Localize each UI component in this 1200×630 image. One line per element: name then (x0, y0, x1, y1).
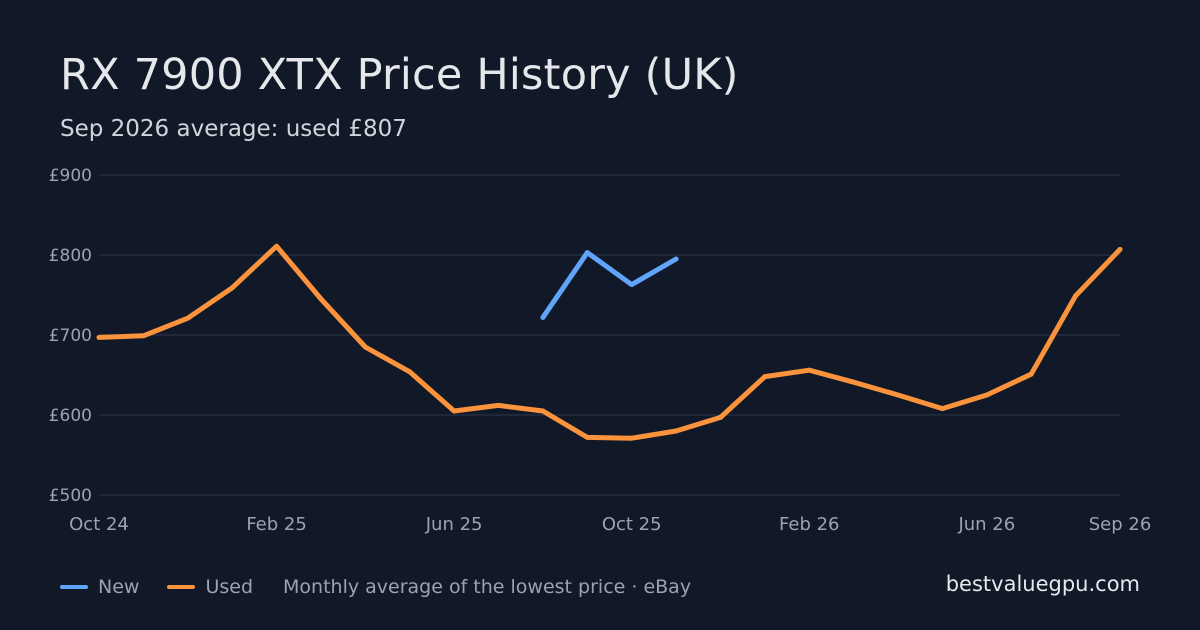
grid-lines (99, 174, 1120, 496)
legend-item-used[interactable]: Used (167, 576, 253, 598)
data-point-used (762, 374, 768, 379)
x-tick-label: Oct 24 (69, 514, 129, 535)
data-point-used (407, 369, 413, 375)
chart-footer: New Used Monthly average of the lowest p… (60, 574, 691, 600)
x-tick-label: Feb 25 (246, 514, 307, 535)
legend-item-new[interactable]: New (60, 576, 139, 598)
series-line-used (96, 243, 1123, 441)
legend-swatch-new (60, 585, 88, 589)
data-point-new (540, 315, 546, 320)
x-tick-label: Feb 26 (779, 514, 840, 535)
data-point-used (1073, 293, 1079, 299)
data-point-used (362, 344, 368, 350)
data-point-used (895, 392, 901, 398)
series-line-new (540, 250, 679, 320)
y-tick-label: £600 (49, 406, 92, 426)
x-tick-label: Oct 25 (602, 514, 662, 535)
x-tick-label: Jun 25 (425, 514, 483, 535)
data-point-used (96, 335, 102, 340)
data-point-used (629, 435, 635, 441)
data-point-used (584, 435, 590, 440)
data-point-used (984, 392, 990, 398)
data-point-used (851, 379, 857, 385)
legend-label-new: New (98, 576, 140, 598)
y-tick-label: £900 (49, 166, 92, 186)
data-point-used (185, 315, 191, 321)
data-point-new (584, 250, 590, 256)
data-point-used (140, 333, 146, 339)
chart-subtitle: Sep 2026 average: used £807 (60, 116, 407, 142)
data-point-used (318, 296, 324, 302)
site-name[interactable]: bestvaluegpu.com (945, 572, 1140, 596)
x-tick-label: Jun 26 (957, 514, 1015, 535)
data-point-used (540, 408, 546, 414)
chart-title: RX 7900 XTX Price History (UK) (60, 50, 739, 100)
y-tick-label: £700 (49, 326, 92, 346)
x-tick-label: Sep 26 (1089, 514, 1152, 535)
data-point-used (451, 408, 457, 414)
data-point-used (1117, 247, 1123, 252)
y-tick-label: £800 (49, 246, 92, 266)
data-point-used (673, 428, 679, 434)
data-point-used (718, 415, 723, 420)
series-lines (96, 243, 1123, 441)
price-history-chart: £500£600£700£800£900 Oct 24 Feb 25 Jun 25 O… (49, 166, 1152, 535)
data-point-new (629, 282, 635, 287)
source-note: Monthly average of the lowest price · eB… (283, 576, 692, 598)
data-point-new (673, 256, 679, 262)
data-point-used (274, 243, 279, 249)
data-point-used (1028, 371, 1034, 377)
y-axis-ticks: £500 £600 £700 £800 £900 (49, 166, 92, 506)
y-tick-label: £500 (49, 486, 92, 506)
x-axis-ticks: Oct 24 Feb 25 Jun 25 Oct 25 Feb 26 Jun 26 Sep … (69, 514, 1151, 535)
data-point-used (940, 406, 945, 411)
data-point-used (229, 285, 235, 291)
legend-swatch-used (167, 585, 196, 589)
data-point-used (806, 367, 812, 373)
data-point-used (496, 403, 501, 408)
legend-label-used: Used (205, 576, 254, 598)
